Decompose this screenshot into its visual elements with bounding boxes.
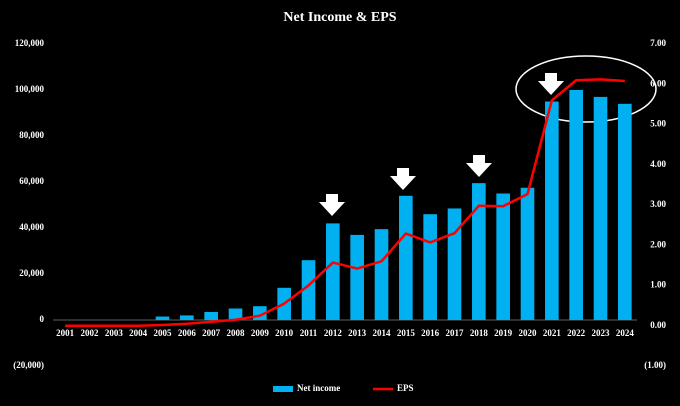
legend-swatch bbox=[273, 386, 293, 392]
y2-tick-label: 6.00 bbox=[650, 78, 666, 88]
y-tick-label: 0 bbox=[40, 314, 45, 324]
bar bbox=[447, 208, 462, 320]
bar bbox=[301, 260, 316, 320]
y-tick-label: 60,000 bbox=[19, 176, 44, 186]
bar bbox=[593, 96, 608, 321]
bar bbox=[545, 101, 559, 320]
x-tick-label: 2023 bbox=[592, 328, 611, 338]
y2-tick-label: 7.00 bbox=[650, 38, 666, 48]
x-tick-label: 2022 bbox=[567, 328, 586, 338]
bar bbox=[399, 195, 413, 320]
x-tick-label: 2009 bbox=[251, 328, 270, 338]
x-tick-label: 2008 bbox=[227, 328, 246, 338]
x-tick-label: 2015 bbox=[397, 328, 416, 338]
x-tick-label: 2019 bbox=[494, 328, 513, 338]
y2-tick-label: (1.00) bbox=[644, 360, 666, 370]
y2-tick-label: 0.00 bbox=[650, 320, 666, 330]
y2-tick-label: 4.00 bbox=[650, 159, 666, 169]
y-tick-label: 40,000 bbox=[19, 222, 44, 232]
legend-label: EPS bbox=[397, 383, 414, 393]
arrow bbox=[390, 168, 416, 190]
bar bbox=[155, 316, 170, 320]
bar bbox=[618, 103, 632, 320]
x-tick-label: 2007 bbox=[202, 328, 221, 338]
x-tick-label: 2006 bbox=[178, 328, 197, 338]
y2-tick-label: 1.00 bbox=[650, 280, 666, 290]
x-tick-label: 2005 bbox=[154, 328, 173, 338]
y2-tick-label: 3.00 bbox=[650, 199, 666, 209]
y-tick-label: 120,000 bbox=[15, 38, 45, 48]
x-tick-label: 2003 bbox=[105, 328, 124, 338]
y2-tick-label: 5.00 bbox=[650, 119, 666, 129]
x-tick-label: 2018 bbox=[470, 328, 489, 338]
x-tick-label: 2021 bbox=[543, 328, 562, 338]
legend-label: Net income bbox=[297, 383, 340, 393]
bar bbox=[569, 90, 583, 320]
x-tick-label: 2011 bbox=[300, 328, 318, 338]
x-tick-label: 2016 bbox=[421, 328, 440, 338]
bar bbox=[472, 183, 486, 320]
x-tick-label: 2014 bbox=[373, 328, 392, 338]
bar bbox=[180, 315, 194, 320]
y-tick-label: 20,000 bbox=[19, 268, 44, 278]
x-tick-label: 2012 bbox=[324, 328, 343, 338]
bar bbox=[326, 223, 340, 320]
x-tick-label: 2001 bbox=[56, 328, 75, 338]
y-tick-label: 80,000 bbox=[19, 130, 44, 140]
y-tick-label: 100,000 bbox=[15, 84, 45, 94]
arrow bbox=[319, 194, 345, 216]
line bbox=[65, 78, 625, 327]
x-tick-label: 2002 bbox=[81, 328, 100, 338]
bar bbox=[520, 187, 535, 320]
chart-title: Net Income & EPS bbox=[283, 10, 396, 25]
arrow bbox=[466, 155, 492, 177]
bar bbox=[228, 308, 243, 320]
arrows bbox=[319, 73, 564, 216]
bar bbox=[350, 234, 364, 320]
x-tick-label: 2004 bbox=[129, 328, 148, 338]
x-tick-label: 2020 bbox=[519, 328, 538, 338]
y2-tick-label: 2.00 bbox=[650, 239, 666, 249]
bar bbox=[374, 229, 389, 320]
bar bbox=[204, 311, 218, 320]
bar bbox=[496, 193, 510, 320]
y-tick-label: (20,000) bbox=[13, 360, 44, 370]
highlight-ellipse bbox=[515, 55, 657, 123]
bar bbox=[423, 214, 437, 320]
x-tick-label: 2010 bbox=[275, 328, 294, 338]
x-tick-label: 2017 bbox=[446, 328, 465, 338]
arrow bbox=[538, 73, 564, 95]
x-tick-label: 2013 bbox=[348, 328, 367, 338]
x-tick-label: 2024 bbox=[616, 328, 635, 338]
